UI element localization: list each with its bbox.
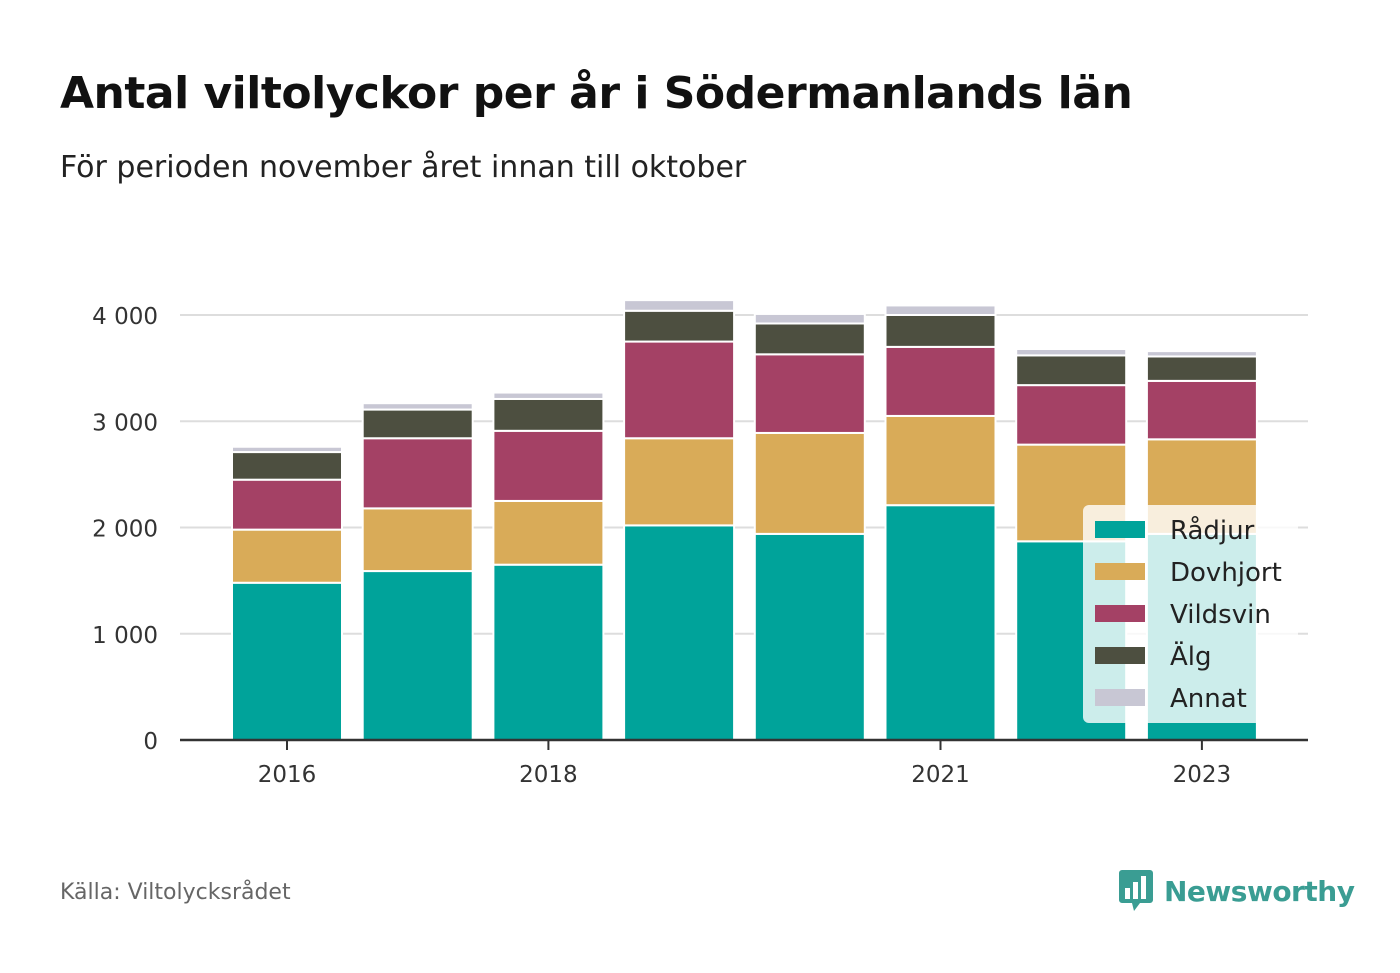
bar-2020-Älg [753,322,866,356]
bar-2019-Rådjur [623,524,736,741]
bar-2020-Rådjur [753,532,866,741]
axes: 0 1 000 2 000 3 000 4 000 2016 2018 2021 2023 [92,304,1308,788]
bar-2019-Dovhjort [623,437,736,527]
bar-2017-Annat [361,402,474,411]
y-tick-label: 0 [143,729,158,755]
bar-2023-Vildsvin [1145,379,1258,441]
legend-box [1083,505,1298,723]
legend-swatch-Annat [1095,689,1145,706]
bar-group-2017 [361,402,474,741]
legend-swatch-Älg [1095,647,1145,664]
newsworthy-logo: Newsworthy [1118,868,1355,914]
bar-2017-Rådjur [361,570,474,741]
legend-swatch-Rådjur [1095,521,1145,538]
chart-subtitle: För perioden november året innan till ok… [60,150,747,185]
chart-title: Antal viltolyckor per år i Södermanlands… [60,68,1133,119]
bar-2022-Dovhjort [1015,443,1128,543]
bar-2018-Rådjur [492,563,605,741]
x-tick-label: 2021 [911,762,970,788]
bar-2022-Vildsvin [1015,384,1128,446]
legend-label-Annat: Annat [1170,684,1247,714]
bar-2018-Annat [492,391,605,400]
bar-2021-Dovhjort [884,414,997,507]
bar-2016-Rådjur [231,581,343,741]
bar-2019-Annat [623,299,736,312]
brand-name: Newsworthy [1164,874,1355,908]
bar-2019-Älg [623,309,736,343]
bar-2016-Dovhjort [231,528,343,584]
bar-2018-Dovhjort [492,499,605,566]
legend-label-Älg: Älg [1170,640,1212,672]
y-tick-label: 1 000 [92,623,158,649]
bar-2017-Dovhjort [361,507,474,573]
legend-swatch-Dovhjort [1095,563,1145,580]
y-tick-label: 2 000 [92,517,158,543]
legend-label-Dovhjort: Dovhjort [1170,558,1282,588]
bar-2021-Rådjur [884,504,997,741]
bar-2018-Älg [492,397,605,432]
bar-2021-Annat [884,304,997,316]
bar-2016-Annat [231,445,343,454]
bar-2017-Älg [361,408,474,440]
bar-2021-Vildsvin [884,345,997,417]
y-tick-label: 4 000 [92,304,158,330]
bar-2022-Annat [1015,348,1128,357]
bar-2017-Vildsvin [361,437,474,510]
newsworthy-logo-icon [1119,870,1153,911]
bar-2016-Vildsvin [231,478,343,531]
bar-group-2020 [753,312,866,741]
legend-label-Vildsvin: Vildsvin [1170,600,1271,630]
bar-2023-Annat [1145,350,1258,358]
x-tick-label: 2016 [258,762,317,788]
bar-group-2016 [231,445,343,741]
bar-2021-Älg [884,314,997,348]
x-tick-label: 2023 [1173,762,1232,788]
bar-2019-Vildsvin [623,340,736,440]
bar-2023-Älg [1145,355,1258,382]
bar-2020-Annat [753,312,866,325]
legend-swatch-Vildsvin [1095,605,1145,622]
y-tick-label: 3 000 [92,410,158,436]
bar-2016-Älg [231,451,343,481]
bar-2018-Vildsvin [492,429,605,502]
bar-group-2018 [492,391,605,741]
bar-2022-Älg [1015,354,1128,387]
bar-2020-Dovhjort [753,431,866,535]
x-tick-label: 2018 [519,762,578,788]
bar-group-2019 [623,299,736,741]
legend: Rådjur Dovhjort Vildsvin Älg Annat [1083,505,1298,723]
source-note: Källa: Viltolycksrådet [60,880,291,905]
bar-group-2021 [884,304,997,741]
bar-2020-Vildsvin [753,353,866,434]
legend-label-Rådjur: Rådjur [1170,515,1255,546]
